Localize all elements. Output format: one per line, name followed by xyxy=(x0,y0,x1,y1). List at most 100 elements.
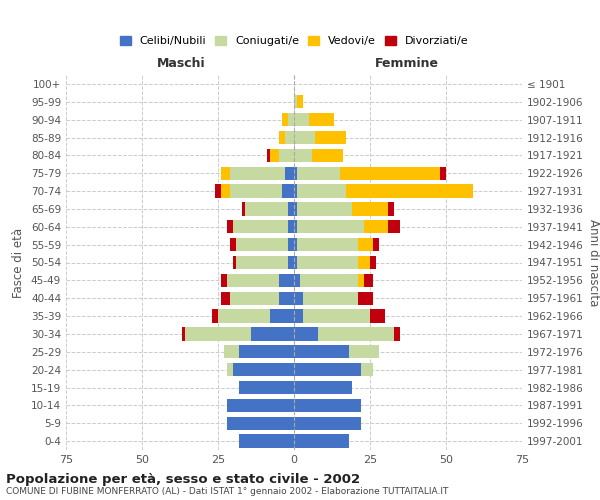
Bar xyxy=(394,327,400,340)
Bar xyxy=(279,274,294,287)
Bar xyxy=(303,292,358,305)
Bar xyxy=(309,113,334,126)
Bar xyxy=(315,131,346,144)
Text: Femmine: Femmine xyxy=(374,56,439,70)
Bar xyxy=(269,310,294,323)
Bar xyxy=(294,113,309,126)
Bar xyxy=(218,310,269,323)
Bar xyxy=(282,184,294,198)
Bar xyxy=(297,238,358,252)
Bar xyxy=(239,434,294,448)
Bar xyxy=(221,166,230,180)
Bar xyxy=(297,95,303,108)
Bar xyxy=(364,220,388,234)
Bar xyxy=(279,131,285,144)
Bar xyxy=(294,416,361,430)
Bar xyxy=(279,148,294,162)
Bar xyxy=(364,274,373,287)
Bar xyxy=(440,166,446,180)
Text: Popolazione per età, sesso e stato civile - 2002: Popolazione per età, sesso e stato civil… xyxy=(6,472,360,486)
Bar xyxy=(340,166,440,180)
Bar xyxy=(361,363,373,376)
Bar xyxy=(242,202,245,215)
Bar xyxy=(294,95,297,108)
Bar xyxy=(297,202,352,215)
Bar xyxy=(349,345,379,358)
Bar xyxy=(297,166,340,180)
Bar xyxy=(346,184,473,198)
Text: COMUNE DI FUBINE MONFERRATO (AL) - Dati ISTAT 1° gennaio 2002 - Elaborazione TUT: COMUNE DI FUBINE MONFERRATO (AL) - Dati … xyxy=(6,488,448,496)
Bar xyxy=(297,220,364,234)
Bar xyxy=(251,327,294,340)
Bar xyxy=(288,256,294,269)
Bar xyxy=(319,327,394,340)
Bar xyxy=(294,184,297,198)
Bar xyxy=(245,202,288,215)
Bar xyxy=(227,416,294,430)
Bar xyxy=(358,292,373,305)
Bar xyxy=(288,220,294,234)
Bar xyxy=(227,363,233,376)
Bar xyxy=(288,113,294,126)
Bar xyxy=(288,202,294,215)
Bar xyxy=(282,113,288,126)
Bar xyxy=(221,274,227,287)
Bar xyxy=(279,292,294,305)
Bar xyxy=(230,184,282,198)
Bar xyxy=(227,274,279,287)
Bar xyxy=(294,202,297,215)
Bar xyxy=(224,345,239,358)
Bar xyxy=(294,363,361,376)
Bar xyxy=(294,131,315,144)
Text: Maschi: Maschi xyxy=(157,56,206,70)
Bar xyxy=(294,238,297,252)
Bar xyxy=(266,148,269,162)
Bar xyxy=(294,166,297,180)
Bar xyxy=(352,202,388,215)
Bar xyxy=(221,184,230,198)
Bar xyxy=(312,148,343,162)
Bar xyxy=(182,327,185,340)
Bar xyxy=(294,381,352,394)
Bar xyxy=(297,184,346,198)
Bar xyxy=(185,327,251,340)
Bar xyxy=(294,310,303,323)
Bar xyxy=(236,238,288,252)
Bar xyxy=(230,238,236,252)
Bar xyxy=(285,166,294,180)
Bar xyxy=(230,166,285,180)
Bar xyxy=(233,220,288,234)
Bar xyxy=(239,381,294,394)
Bar xyxy=(221,292,230,305)
Bar xyxy=(269,148,279,162)
Bar xyxy=(358,238,373,252)
Bar xyxy=(388,220,400,234)
Bar xyxy=(294,398,361,412)
Bar xyxy=(294,345,349,358)
Bar xyxy=(303,310,370,323)
Bar xyxy=(300,274,358,287)
Bar xyxy=(239,345,294,358)
Bar xyxy=(285,131,294,144)
Y-axis label: Fasce di età: Fasce di età xyxy=(13,228,25,298)
Bar xyxy=(388,202,394,215)
Bar xyxy=(370,256,376,269)
Bar xyxy=(212,310,218,323)
Bar xyxy=(294,327,319,340)
Bar xyxy=(294,220,297,234)
Bar xyxy=(294,274,300,287)
Bar xyxy=(370,310,385,323)
Y-axis label: Anni di nascita: Anni di nascita xyxy=(587,219,600,306)
Bar xyxy=(297,256,358,269)
Bar xyxy=(227,220,233,234)
Bar xyxy=(294,434,349,448)
Bar xyxy=(215,184,221,198)
Bar xyxy=(230,292,279,305)
Bar xyxy=(373,238,379,252)
Bar xyxy=(294,292,303,305)
Bar xyxy=(227,398,294,412)
Legend: Celibi/Nubili, Coniugati/e, Vedovi/e, Divorziati/e: Celibi/Nubili, Coniugati/e, Vedovi/e, Di… xyxy=(115,32,473,51)
Bar xyxy=(294,256,297,269)
Bar xyxy=(288,238,294,252)
Bar xyxy=(233,363,294,376)
